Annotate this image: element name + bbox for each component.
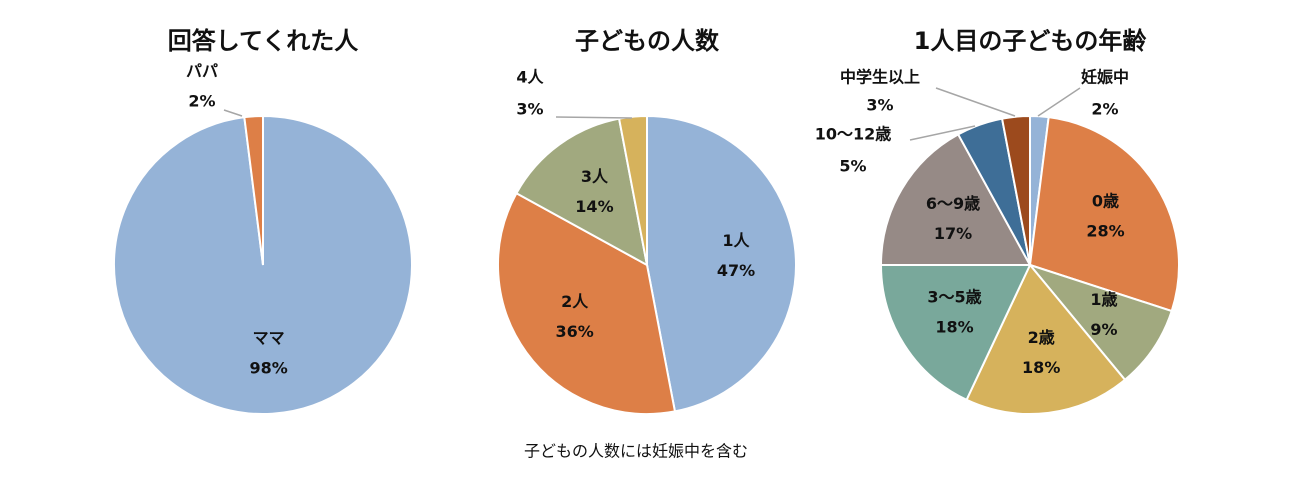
chart-title: 子どもの人数 (575, 27, 720, 55)
slice-label: 3～5歳 (927, 287, 981, 306)
slice-label: 中学生以上 (840, 68, 920, 87)
pie-slice (497, 191, 677, 415)
pie-slice (243, 114, 264, 266)
pie-slice (1000, 114, 1031, 266)
pie-slice (879, 133, 1032, 266)
footnote: 子どもの人数には妊娠中を含む (524, 442, 748, 461)
slice-label: 10～12歳 (815, 125, 892, 144)
value-label: 98% (249, 359, 287, 378)
slice-label: 2歳 (1028, 328, 1055, 347)
value-label: 28% (1086, 222, 1124, 241)
leader-line (555, 116, 633, 119)
slice-label: 0歳 (1092, 192, 1119, 211)
slice-label: パパ (186, 62, 218, 81)
value-label: 5% (839, 157, 866, 176)
slice-label: 妊娠中 (1081, 68, 1129, 87)
pie-slice (617, 114, 648, 266)
pie-slice (965, 263, 1127, 415)
slice-label: 4人 (516, 68, 544, 87)
pie-slice (1027, 262, 1173, 382)
slice-label: 1歳 (1090, 290, 1117, 309)
value-label: 47% (717, 261, 755, 280)
slice-label: 6～9歳 (926, 194, 980, 213)
pie-slice (515, 117, 649, 267)
leader-line (1037, 87, 1081, 117)
value-label: 18% (935, 317, 973, 336)
leader-line (223, 109, 243, 117)
leader-line (935, 87, 1016, 117)
slice-label: ママ (253, 329, 285, 348)
value-label: 2% (1091, 100, 1118, 119)
value-label: 36% (556, 322, 594, 341)
value-label: 3% (866, 96, 893, 115)
chart-title: 1人目の子どもの年齢 (914, 27, 1148, 55)
slice-label: 1人 (722, 231, 750, 250)
pie-slice (1028, 116, 1180, 313)
value-label: 14% (575, 197, 613, 216)
pie-slice (646, 114, 797, 413)
value-label: 9% (1090, 320, 1117, 339)
leader-line (909, 125, 976, 141)
chart-title: 回答してくれた人 (168, 27, 359, 55)
value-label: 2% (188, 92, 215, 111)
slice-label: 2人 (561, 292, 589, 311)
value-label: 18% (1022, 358, 1060, 377)
slice-label: 3人 (581, 167, 609, 186)
pie-slice (879, 264, 1032, 402)
value-label: 17% (934, 224, 972, 243)
value-label: 3% (516, 100, 543, 119)
